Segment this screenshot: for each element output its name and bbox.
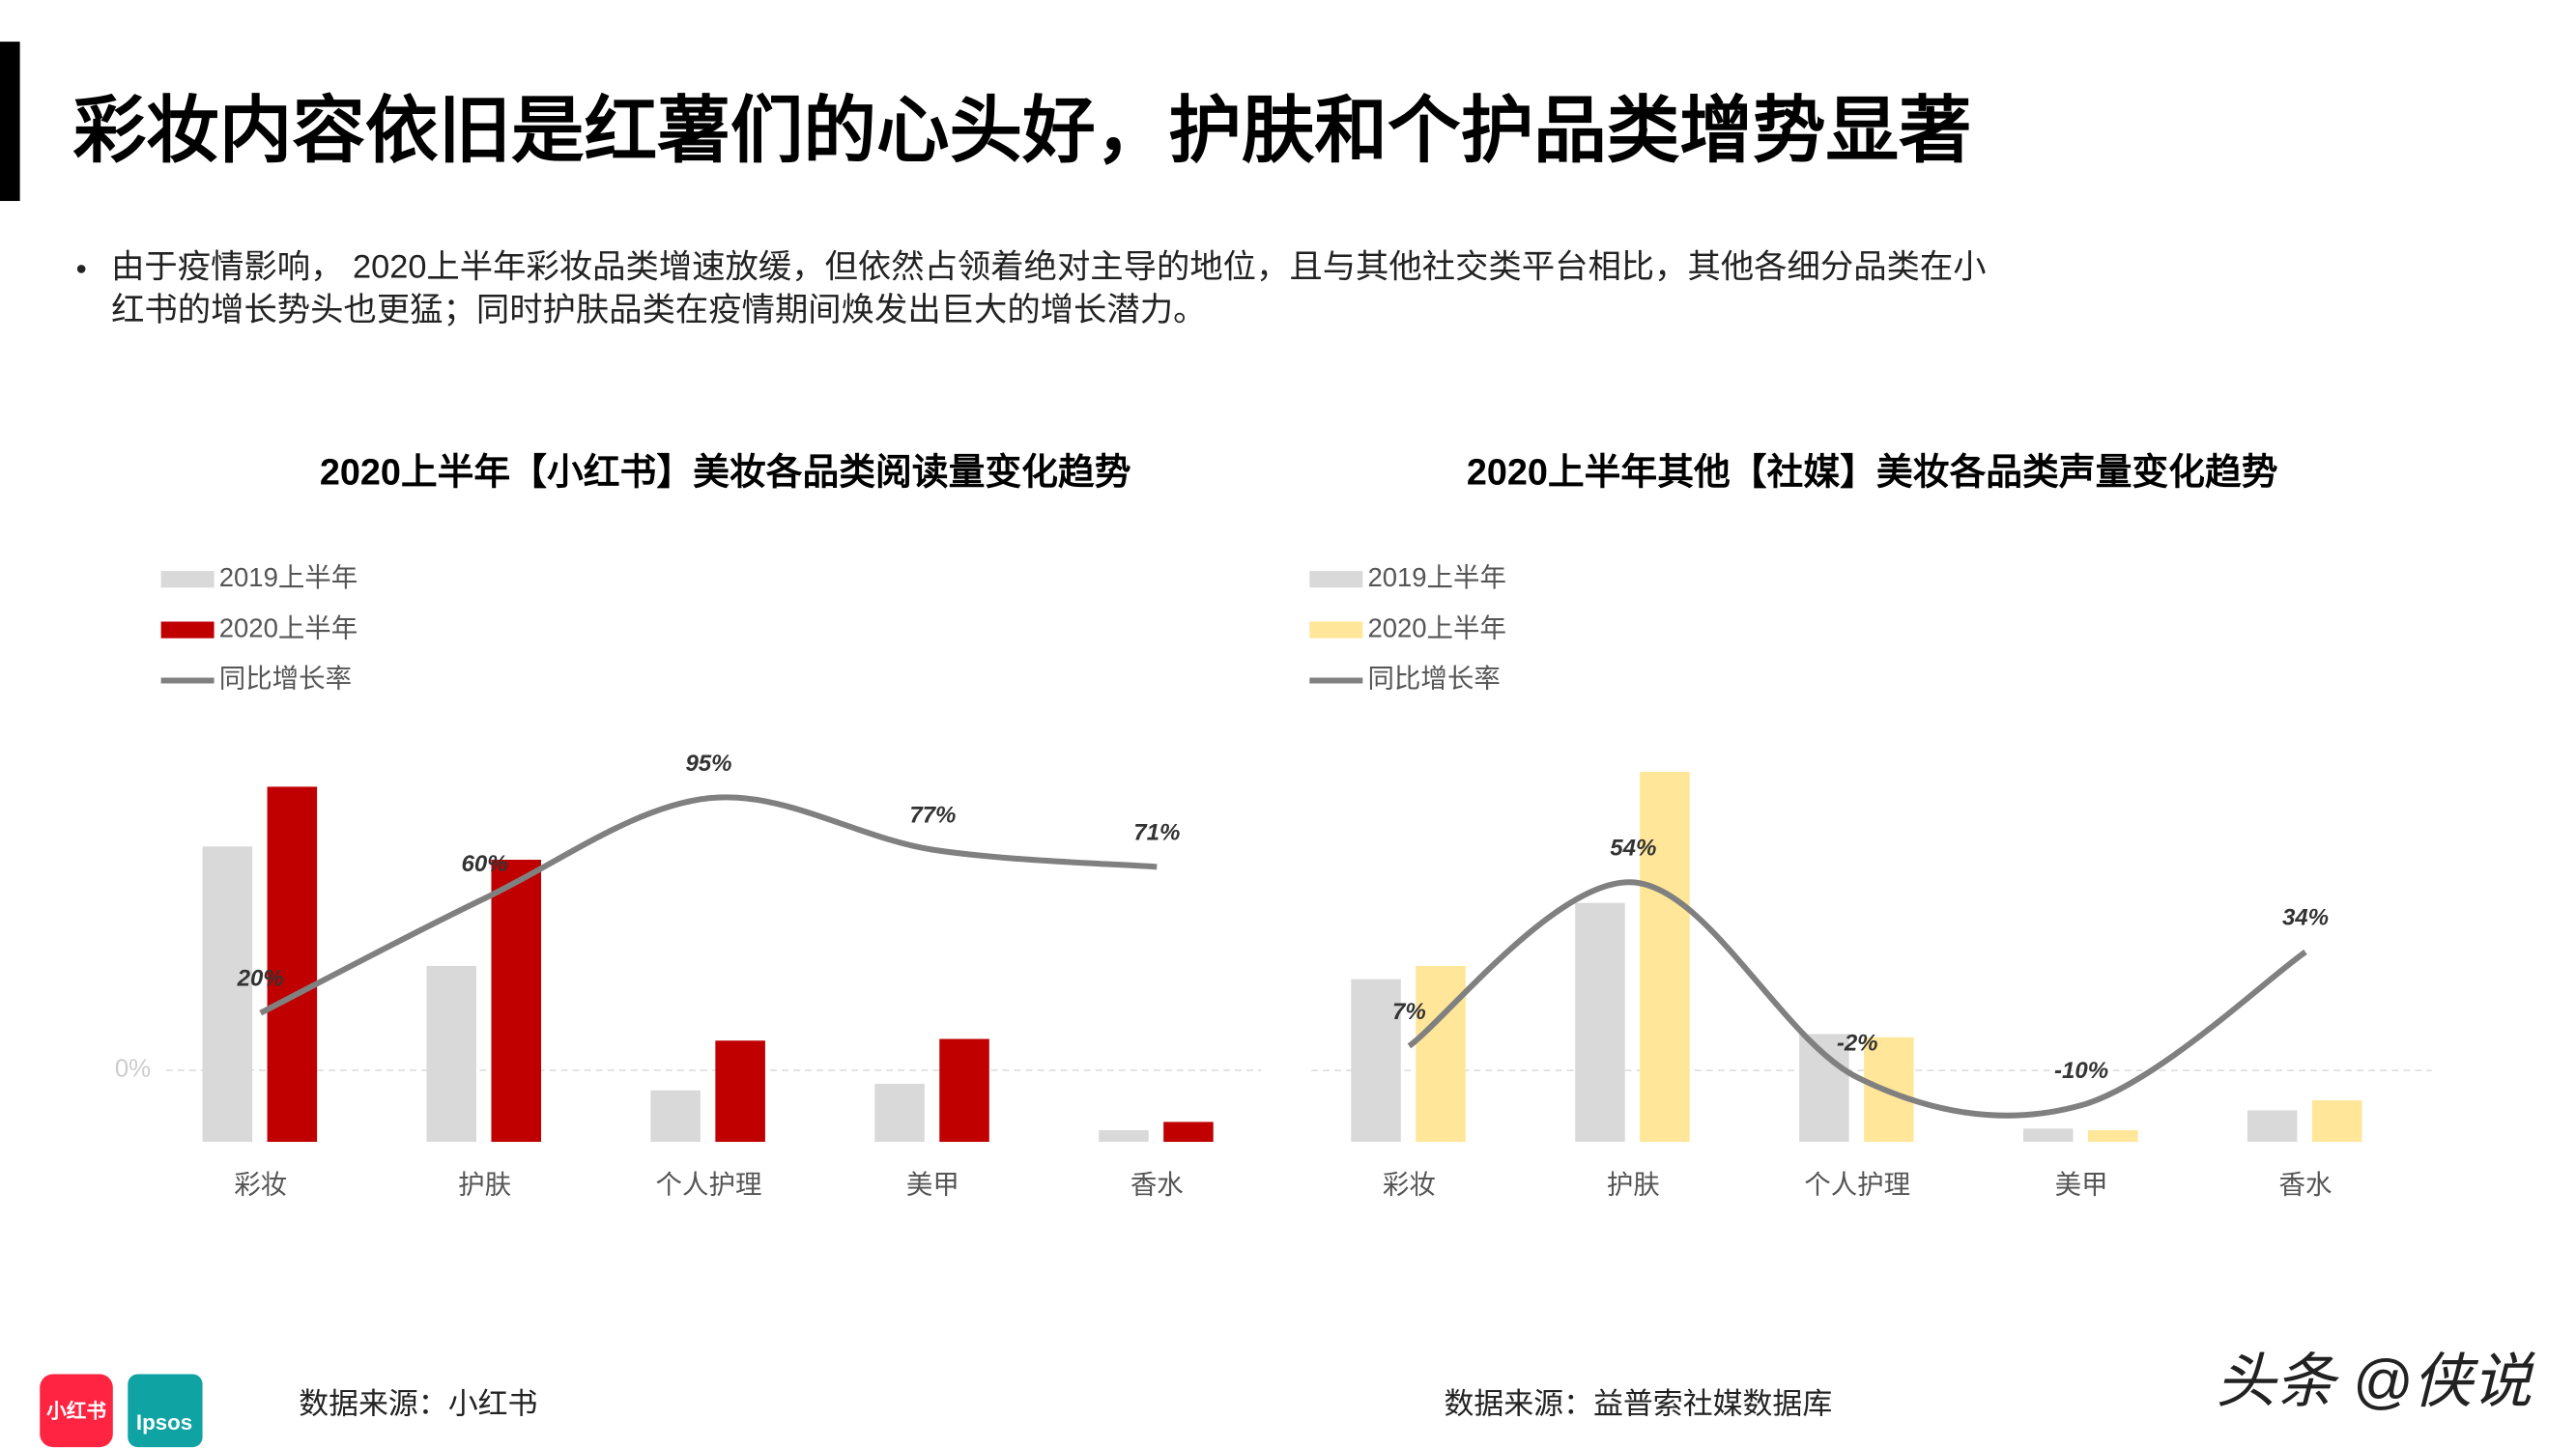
bar bbox=[1099, 1129, 1149, 1143]
x-tick-label: 个人护理 bbox=[1804, 1170, 1910, 1200]
value-label: 95% bbox=[685, 751, 731, 777]
source: 数据来源：小红书 bbox=[299, 1386, 537, 1420]
bar bbox=[1351, 979, 1401, 1143]
bar bbox=[1416, 965, 1466, 1143]
chart-title: 2020上半年其他【社媒】美妆各品类声量变化趋势 bbox=[1467, 451, 2278, 493]
x-tick-label: 美甲 bbox=[2055, 1170, 2108, 1200]
y2-tick-label: 0% bbox=[115, 1056, 151, 1083]
bar bbox=[939, 1038, 989, 1143]
legend-swatch bbox=[1309, 571, 1363, 588]
legend-label: 2019上半年 bbox=[1367, 562, 1506, 592]
value-label: -10% bbox=[2054, 1058, 2108, 1084]
legend-label: 同比增长率 bbox=[219, 664, 352, 694]
xhs-logo-text: 小红书 bbox=[46, 1399, 106, 1422]
source: 数据来源：益普索社媒数据库 bbox=[1444, 1386, 1832, 1420]
x-tick-label: 彩妆 bbox=[1383, 1170, 1436, 1200]
bullet-dot bbox=[76, 265, 86, 273]
value-label: 71% bbox=[1133, 819, 1180, 845]
bar bbox=[2311, 1100, 2362, 1143]
bar bbox=[1640, 771, 1690, 1143]
legend-swatch bbox=[160, 571, 215, 588]
bar bbox=[2247, 1110, 2298, 1143]
x-tick-label: 美甲 bbox=[906, 1170, 959, 1200]
legend-swatch bbox=[1309, 621, 1363, 639]
bar bbox=[874, 1083, 925, 1143]
bar bbox=[2087, 1129, 2138, 1143]
bar bbox=[202, 846, 253, 1143]
bar bbox=[491, 859, 541, 1143]
x-tick-label: 彩妆 bbox=[234, 1170, 287, 1200]
legend-label: 2020上半年 bbox=[219, 612, 358, 642]
bullet-line: 由于疫情影响， 2020上半年彩妆品类增速放缓，但依然占领着绝对主导的地位，且与… bbox=[111, 249, 1987, 286]
value-label: 7% bbox=[1392, 999, 1426, 1025]
x-tick-label: 香水 bbox=[2279, 1170, 2333, 1200]
bar bbox=[267, 786, 318, 1143]
x-tick-label: 护肤 bbox=[458, 1170, 511, 1200]
value-label: 20% bbox=[237, 966, 284, 992]
growth-line bbox=[259, 794, 1158, 1016]
ipsos-logo bbox=[128, 1374, 203, 1448]
bar bbox=[715, 1040, 765, 1143]
x-tick-label: 香水 bbox=[1131, 1170, 1184, 1200]
x-tick-label: 护肤 bbox=[1607, 1170, 1660, 1200]
bar bbox=[1575, 902, 1625, 1143]
value-label: 60% bbox=[462, 851, 508, 877]
slide-title: 彩妆内容依旧是红薯们的心头好，护肤和个护品类增势显著 bbox=[73, 91, 1972, 172]
xhs-logo bbox=[40, 1374, 113, 1448]
bar bbox=[2022, 1128, 2074, 1143]
legend-swatch bbox=[160, 621, 215, 639]
legend-label: 同比增长率 bbox=[1367, 664, 1500, 694]
legend-label: 2019上半年 bbox=[219, 562, 358, 592]
legend-label: 2020上半年 bbox=[1367, 612, 1506, 642]
value-label: 34% bbox=[2282, 904, 2329, 930]
watermark: 头条 @侠说 bbox=[2216, 1349, 2535, 1415]
value-label: 54% bbox=[1610, 835, 1656, 861]
x-tick-label: 个人护理 bbox=[656, 1170, 762, 1200]
growth-line bbox=[1407, 879, 2307, 1119]
title-bar bbox=[0, 42, 20, 202]
bar bbox=[1163, 1122, 1214, 1143]
bar bbox=[650, 1090, 701, 1143]
bar bbox=[426, 965, 477, 1143]
chart-title: 2020上半年【小红书】美妆各品类阅读量变化趋势 bbox=[320, 451, 1131, 493]
value-label: 77% bbox=[909, 803, 956, 829]
value-label: -2% bbox=[1837, 1030, 1878, 1056]
bullet-line: 红书的增长势头也更猛；同时护肤品类在疫情期间焕发出巨大的增长潜力。 bbox=[111, 292, 1206, 328]
ipsos-logo-text: Ipsos bbox=[136, 1410, 192, 1435]
